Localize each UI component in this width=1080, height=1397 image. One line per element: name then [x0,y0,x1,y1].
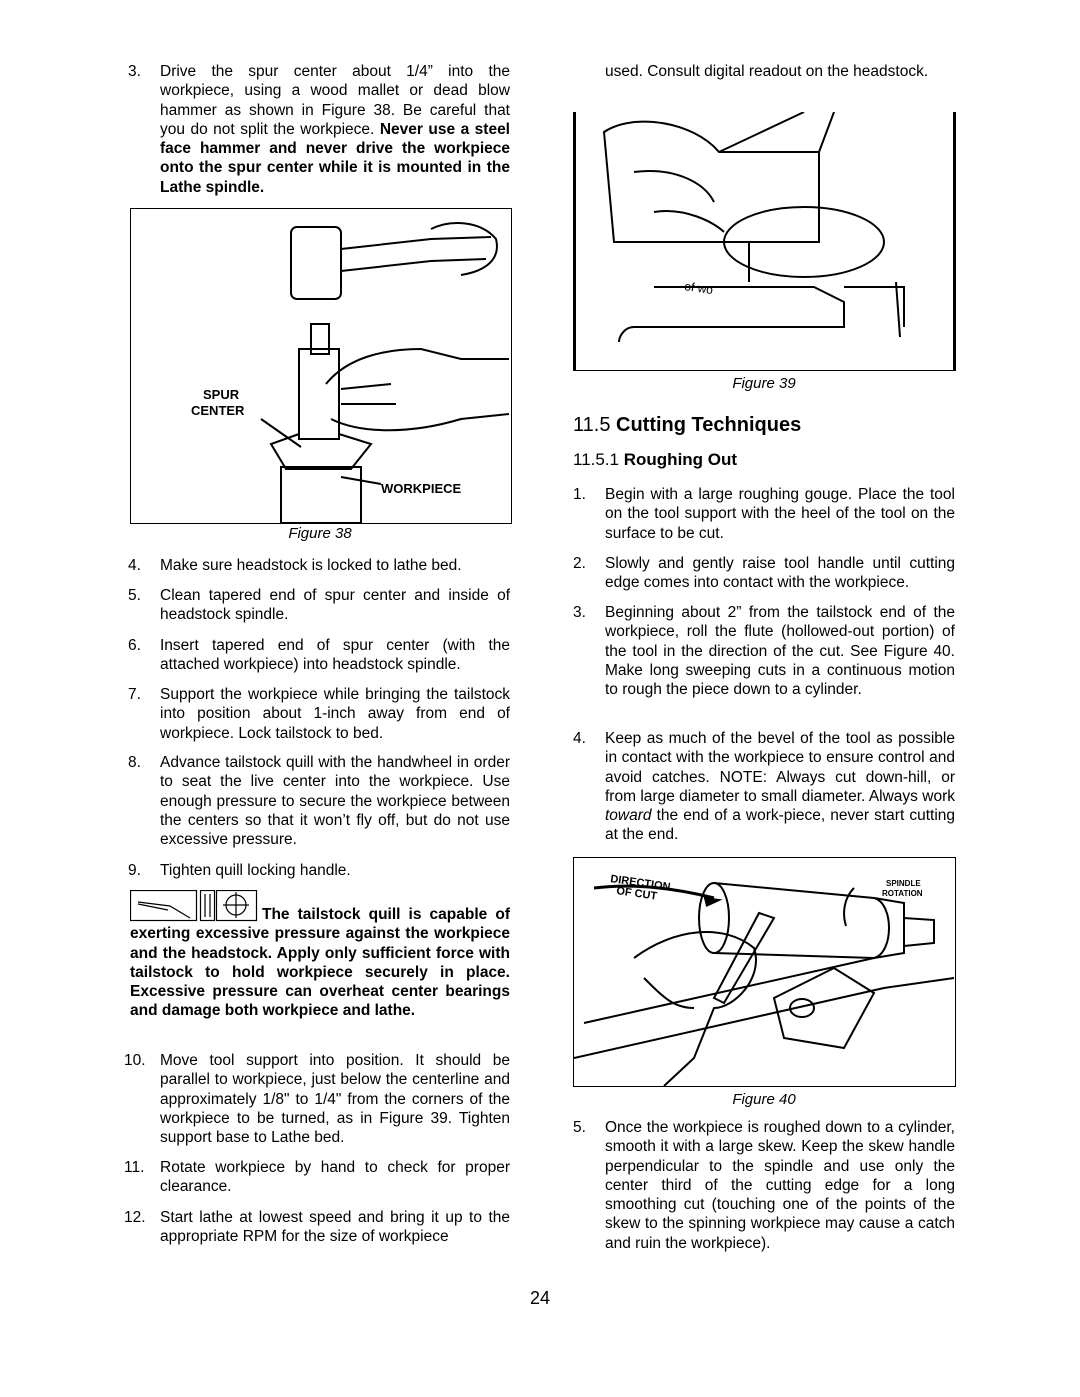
step: 10. Move tool support into position. It s… [124,1051,510,1147]
step: 6. Insert tapered end of spur center (wit… [128,636,510,675]
step: 12. Start lathe at lowest speed and bring… [124,1208,510,1247]
step: 7. Support the workpiece while bringing t… [128,685,510,743]
step-number: 3. [128,63,141,80]
step: 3. Drive the spur center about 1/4” into… [128,62,510,197]
figure-label: SPUR [203,387,240,402]
section-heading: 11.5 Cutting Techniques [573,414,801,437]
step-bold: Never use a steel face hammer and never … [160,120,510,196]
warning: The tailstock quill is capable of exerti… [130,906,510,1020]
step: 5. Once the workpiece is roughed down to … [573,1118,955,1253]
step-text: Start lathe at lowest speed and bring it… [160,1209,510,1246]
subsection-title: Roughing Out [623,450,738,469]
step-number: 10. [124,1052,146,1069]
step-text: Make sure headstock is locked to lathe b… [160,557,462,574]
step-number: 5. [128,587,141,604]
step-number: 8. [128,754,141,771]
step-text: Insert tapered end of spur center (with … [160,637,510,674]
step: 11. Rotate workpiece by hand to check for… [124,1158,510,1197]
figure-label: OF CUT [616,885,658,903]
figure-label: WORKPIECE [381,481,462,496]
step-text: Support the workpiece while bringing the… [160,686,510,742]
step-emphasis: toward [605,807,652,825]
step-number: 7. [128,686,141,703]
figure-caption: Figure 40 [732,1091,796,1108]
step-text: Tighten quill locking handle. [160,862,351,879]
step: 4. Keep as much of the bevel of the tool … [573,729,955,845]
step: 4. Make sure headstock is locked to lathe… [128,556,510,575]
step-number: 4. [573,730,586,747]
step-text: Advance tailstock quill with the handwhe… [160,754,510,849]
page-number: 24 [529,1288,551,1308]
warning-icons [130,890,258,922]
figure-39: of wo [573,111,956,371]
step-text: Rotate workpiece by hand to check for pr… [160,1159,510,1196]
step: 8. Advance tailstock quill with the handw… [128,753,510,849]
figure-label: CENTER [191,403,245,418]
step-number: 3. [573,604,586,621]
step-text: Beginning about 2” from the tailstock en… [605,604,955,699]
step-number: 2. [573,555,586,572]
section-number: 11.5 [573,414,611,436]
step-text: Begin with a large roughing gouge. Place… [605,486,955,542]
step-number: 4. [128,557,141,574]
step-text: Keep as much of the bevel of the tool as… [605,730,955,805]
figure-caption: Figure 39 [732,375,796,392]
step: 2. Slowly and gently raise tool handle un… [573,554,955,593]
figure-label: SPINDLE [886,879,921,888]
figure-40-art: DIRECTION OF CUT SPINDLE ROTATION [573,873,955,1087]
step-text: Drive the spur center about 1/4” into th… [160,63,510,138]
step: 9. Tighten quill locking handle. [128,861,510,880]
step-text: Once the workpiece is roughed down to a … [605,1119,955,1252]
figure-label: of wo [684,279,715,297]
step-number: 9. [128,862,141,879]
step-text: Move tool support into position. It shou… [160,1052,510,1147]
continued-text: used. Consult digital readout on the hea… [605,63,929,80]
step-number: 6. [128,637,141,654]
step-number: 1. [573,486,586,503]
step: 3. Beginning about 2” from the tailstock … [573,603,955,699]
step-text: Clean tapered end of spur center and ins… [160,587,510,624]
step-text: the end of a work-piece, never start cut… [605,807,955,844]
step-text: Slowly and gently raise tool handle unti… [605,555,955,592]
step-number: 11. [124,1159,145,1176]
step-number: 12. [124,1209,146,1226]
subsection-heading: 11.5.1 Roughing Out [573,450,737,470]
step-number: 5. [573,1119,586,1136]
figure-39-art: of wo [574,111,955,370]
subsection-number: 11.5.1 [573,450,620,469]
section-title: Cutting Techniques [616,414,802,436]
figure-40: DIRECTION OF CUT SPINDLE ROTATION [573,857,956,1087]
figure-caption: Figure 38 [288,525,352,542]
figure-38-art: SPUR CENTER WORKPIECE [191,222,510,524]
figure-38: SPUR CENTER WORKPIECE [130,208,512,524]
step: 1. Begin with a large roughing gouge. Pla… [573,485,955,543]
step: 5. Clean tapered end of spur center and i… [128,586,510,625]
figure-label: ROTATION [882,889,923,898]
